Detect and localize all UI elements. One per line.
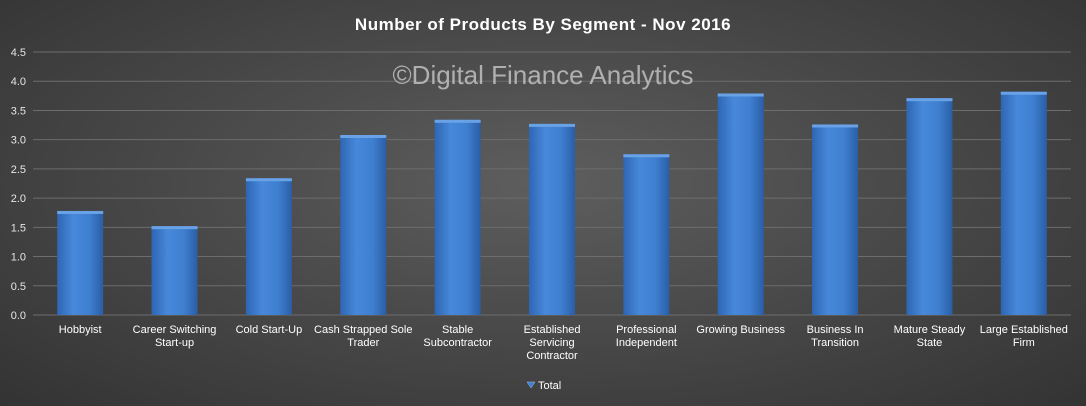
bar-body	[812, 124, 859, 316]
x-category-label-line: Business In	[807, 324, 864, 336]
x-category-label-line: Career Switching	[133, 324, 217, 336]
x-category-label-line: State	[917, 337, 943, 349]
bar-top-highlight	[717, 93, 764, 97]
bar-body	[245, 178, 292, 315]
x-category-label-line: Mature Steady	[894, 324, 966, 336]
bar-top-highlight	[812, 124, 859, 128]
x-category-label-line: Large Established	[980, 324, 1068, 336]
bar	[529, 123, 575, 316]
bar-top-highlight	[1000, 91, 1047, 95]
x-category-label: Cold Start-Up	[236, 324, 303, 336]
bar	[1000, 91, 1047, 316]
x-category-label: Hobbyist	[59, 324, 102, 336]
bar	[151, 226, 198, 315]
x-category-label: Career Switching Start-up	[133, 324, 217, 349]
x-category-label-line: Stable	[442, 324, 473, 336]
bar-body	[623, 154, 670, 315]
x-category-label: Large Established Firm	[980, 324, 1068, 349]
y-tick-label: 4.5	[11, 47, 26, 59]
y-tick-label: 2.5	[11, 164, 26, 176]
bar	[906, 98, 953, 315]
bar-top-highlight	[906, 98, 953, 102]
y-tick-label: 2.0	[11, 193, 26, 205]
x-category-label: Business In Transition	[807, 324, 864, 349]
x-category-label-line: Cold Start-Up	[236, 324, 303, 336]
bar-body	[340, 134, 387, 315]
x-category-label: Established Servicing Contractor	[524, 324, 581, 362]
y-tick-label: 3.5	[11, 105, 26, 117]
y-tick-label: 3.0	[11, 135, 26, 147]
legend-marker-icon	[526, 381, 536, 389]
bar-body	[906, 98, 953, 315]
bar	[812, 124, 859, 316]
x-category-label-line: Cash Strapped Sole	[314, 324, 412, 336]
bar	[57, 210, 104, 315]
x-category-label-line: Servicing	[529, 337, 574, 349]
x-category-label: Stable Subcontractor	[423, 324, 492, 349]
bar-body	[717, 93, 764, 316]
x-category-label: Mature Steady State	[894, 324, 966, 349]
watermark-text: ©Digital Finance Analytics	[393, 60, 694, 90]
bar-top-highlight	[529, 123, 575, 127]
bar-top-highlight	[434, 119, 481, 123]
bar-top-highlight	[151, 226, 198, 230]
bar	[623, 154, 670, 315]
bar	[434, 119, 481, 315]
x-category-label-line: Transition	[811, 337, 859, 349]
x-category-label-line: Firm	[1013, 337, 1035, 349]
y-tick-label: 1.0	[11, 252, 26, 264]
bar	[245, 178, 292, 315]
chart-title: Number of Products By Segment - Nov 2016	[355, 15, 731, 34]
bar-top-highlight	[623, 154, 670, 158]
x-category-label-line: Independent	[616, 337, 677, 349]
x-category-label-line: Professional	[616, 324, 677, 336]
x-category-label: Professional Independent	[616, 324, 677, 349]
y-axis-ticks: 0.0 0.5 1.0 1.5 2.0 2.5 3.0 3.5 4.0 4.5	[11, 47, 26, 322]
y-tick-label: 0.0	[11, 310, 26, 322]
bar-top-highlight	[57, 210, 104, 214]
bar-body	[57, 210, 104, 315]
bar-body	[151, 226, 198, 315]
x-category-label-line: Hobbyist	[59, 324, 102, 336]
y-tick-label: 0.5	[11, 281, 26, 293]
x-category-label-line: Growing Business	[696, 324, 785, 336]
x-category-label-line: Subcontractor	[423, 337, 492, 349]
bar	[340, 134, 387, 315]
bar	[717, 93, 764, 316]
y-tick-label: 4.0	[11, 76, 26, 88]
x-category-label: Cash Strapped Sole Trader	[314, 324, 412, 349]
x-category-label-line: Contractor	[526, 350, 578, 362]
x-category-label-line: Established	[524, 324, 581, 336]
bar-body	[529, 123, 575, 316]
x-category-label: Growing Business	[696, 324, 785, 336]
bar-top-highlight	[340, 134, 387, 138]
x-category-label-line: Start-up	[155, 337, 194, 349]
y-tick-label: 1.5	[11, 222, 26, 234]
x-category-label-line: Trader	[347, 337, 379, 349]
bar-top-highlight	[245, 178, 292, 182]
bars	[57, 91, 1047, 316]
x-axis-labels: Hobbyist Career Switching Start-up Cold Sta…	[59, 324, 1068, 362]
bar-body	[434, 119, 481, 315]
legend: Total	[526, 380, 561, 392]
bar-body	[1000, 91, 1047, 316]
legend-entry-total: Total	[538, 380, 561, 392]
